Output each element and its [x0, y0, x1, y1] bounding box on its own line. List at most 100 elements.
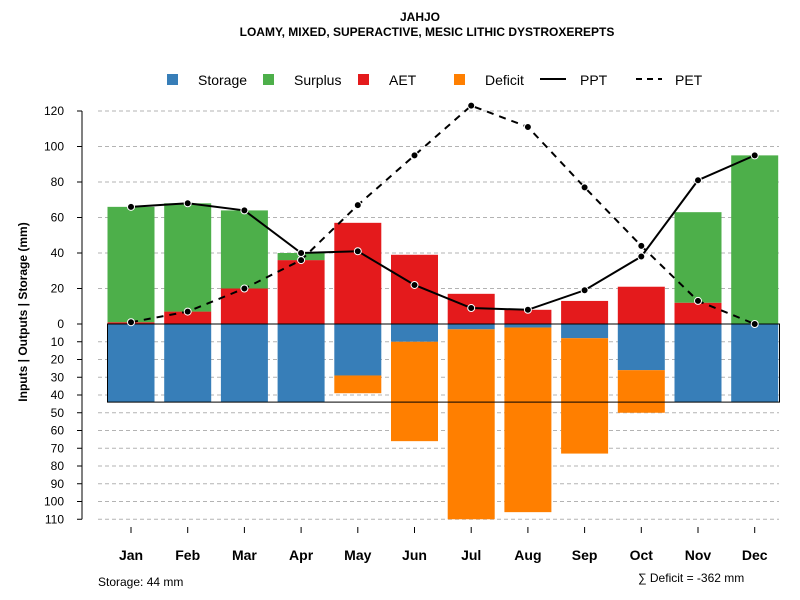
y-tick-label: 0 — [57, 317, 64, 331]
x-tick-label: Feb — [175, 547, 200, 563]
deficit-bar — [617, 370, 665, 413]
ppt-line — [130, 154, 756, 311]
surplus-bar — [731, 155, 779, 324]
y-tick-label: 100 — [44, 495, 64, 509]
ppt-point — [183, 199, 192, 208]
ppt-point — [410, 280, 419, 289]
y-tick-label: 40 — [51, 388, 65, 402]
deficit-bar — [334, 375, 382, 394]
surplus-bar — [674, 212, 722, 303]
x-tick-label: Oct — [630, 547, 654, 563]
legend-storage-swatch — [167, 74, 178, 85]
surplus-bar — [164, 203, 212, 312]
pet-point — [297, 256, 306, 265]
deficit-bar — [504, 327, 552, 513]
ppt-point — [694, 176, 702, 185]
aet-bar — [617, 286, 665, 324]
storage-bar — [447, 324, 495, 330]
storage-bar — [391, 324, 438, 342]
series-lines — [127, 101, 759, 328]
y-tick-label: 50 — [51, 406, 65, 420]
legend: Storage Surplus AET Deficit PPT PET — [167, 72, 703, 88]
pet-point — [637, 241, 646, 250]
ppt-point — [637, 252, 646, 261]
ppt-point — [467, 304, 476, 313]
storage-note: Storage: 44 mm — [98, 575, 183, 589]
ppt-point — [297, 249, 306, 257]
y-tick-label: 110 — [45, 512, 64, 526]
deficit-bar — [561, 338, 609, 454]
ppt-point — [127, 202, 135, 211]
x-tick-label: Jan — [119, 547, 143, 563]
pet-point — [410, 151, 419, 160]
y-tick-label: 20 — [51, 353, 65, 367]
legend-pet-label: PET — [675, 72, 703, 88]
y-tick-label: 40 — [51, 246, 65, 260]
pet-point — [750, 320, 759, 328]
y-tick-label: 80 — [51, 459, 65, 473]
gridlines — [98, 110, 779, 520]
deficit-bar — [447, 329, 495, 520]
ppt-point — [523, 305, 532, 314]
ppt-point — [580, 286, 589, 295]
storage-bar — [617, 324, 665, 371]
pet-point — [694, 296, 702, 305]
deficit-note: ∑ Deficit = -362 mm — [638, 571, 744, 585]
storage-bar — [334, 324, 382, 376]
x-tick-label: Dec — [742, 547, 768, 563]
pet-point — [523, 122, 532, 131]
legend-deficit-swatch — [454, 74, 465, 85]
y-tick-label: 100 — [44, 140, 64, 154]
y-axis: 0 20 40 60 80 100 120 10 20 30 40 50 60 70 80 90 100 110 — [44, 104, 83, 526]
aet-bar — [277, 260, 325, 324]
ppt-point — [353, 247, 362, 256]
x-tick-label: Sep — [572, 547, 598, 563]
ppt-point — [240, 206, 249, 215]
x-tick-label: Nov — [685, 547, 712, 563]
y-tick-label: 60 — [51, 211, 65, 225]
aet-bar — [334, 222, 382, 324]
legend-storage-label: Storage — [198, 72, 247, 88]
y-tick-label: 10 — [51, 335, 65, 349]
chart-title: JAHJO — [400, 10, 440, 24]
x-tick-label: Apr — [289, 547, 314, 563]
y-tick-label: 20 — [51, 282, 65, 296]
storage-bar — [674, 324, 722, 403]
legend-aet-swatch — [358, 74, 369, 85]
storage-bar — [561, 324, 609, 339]
pet-point — [467, 101, 476, 110]
deficit-bar — [391, 341, 438, 442]
x-tick-label: May — [344, 547, 371, 563]
y-axis-title: Inputs | Outputs | Storage (mm) — [16, 222, 30, 401]
pet-point — [240, 284, 249, 293]
x-axis-labels: Jan Feb Mar Apr May Jun Jul Aug Sep Oct Nov Dec — [119, 527, 768, 563]
storage-bar — [164, 324, 212, 403]
chart-subtitle: LOAMY, MIXED, SUPERACTIVE, MESIC LITHIC … — [240, 25, 615, 39]
pet-point — [127, 318, 135, 327]
aet-bar — [391, 254, 438, 324]
y-tick-label: 30 — [51, 370, 65, 384]
aet-bar — [504, 309, 552, 324]
aet-bar — [561, 300, 609, 324]
legend-surplus-swatch — [263, 74, 274, 85]
aet-bar — [674, 302, 722, 324]
storage-bar — [107, 324, 155, 403]
legend-surplus-label: Surplus — [294, 72, 341, 88]
legend-aet-label: AET — [389, 72, 417, 88]
storage-bar — [277, 324, 325, 403]
aet-bar — [220, 288, 268, 324]
storage-bar — [220, 324, 268, 403]
pet-point — [353, 201, 362, 210]
y-tick-label: 70 — [51, 441, 65, 455]
storage-capacity-outline — [107, 323, 780, 403]
y-tick-label: 80 — [51, 175, 65, 189]
pet-point — [580, 183, 589, 192]
legend-ppt-label: PPT — [580, 72, 608, 88]
x-tick-label: Jun — [402, 547, 427, 563]
storage-bar — [504, 324, 552, 328]
x-tick-label: Mar — [232, 547, 257, 563]
pet-line — [130, 104, 756, 325]
storage-bar — [731, 324, 779, 403]
surplus-bar — [107, 206, 155, 323]
